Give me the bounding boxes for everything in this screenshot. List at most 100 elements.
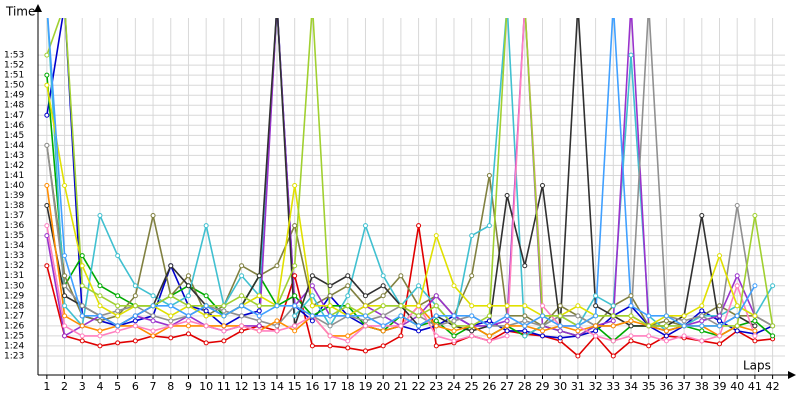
point <box>309 343 315 349</box>
point <box>97 328 103 334</box>
point <box>539 328 545 334</box>
point <box>239 313 245 319</box>
point <box>486 323 492 329</box>
point <box>168 293 174 299</box>
point <box>274 303 280 309</box>
point <box>327 343 333 349</box>
point <box>309 293 315 299</box>
x-tick-label: 4 <box>96 380 103 393</box>
point <box>593 313 599 319</box>
point <box>734 313 740 319</box>
point <box>610 313 616 319</box>
point <box>593 323 599 329</box>
y-tick-label: 1:40 <box>4 181 24 191</box>
point <box>132 318 138 324</box>
point <box>309 273 315 279</box>
point <box>239 263 245 269</box>
point <box>132 303 138 309</box>
point <box>699 303 705 309</box>
point <box>486 303 492 309</box>
point <box>62 253 68 259</box>
point <box>681 333 687 339</box>
point <box>292 182 298 188</box>
point <box>115 253 121 259</box>
x-axis-arrow <box>788 371 796 379</box>
x-tick-label: 22 <box>412 380 426 393</box>
y-tick-label: 1:43 <box>4 151 24 161</box>
point <box>150 313 156 319</box>
point <box>717 318 723 324</box>
point <box>380 273 386 279</box>
point <box>628 303 634 309</box>
point <box>416 303 422 309</box>
point <box>362 313 368 319</box>
point <box>203 308 209 314</box>
y-tick-label: 1:38 <box>4 201 24 211</box>
point <box>45 3 49 7</box>
point <box>717 303 723 309</box>
point <box>97 293 103 299</box>
point <box>469 323 475 329</box>
x-tick-label: 38 <box>695 380 709 393</box>
tick-labels: 1:231:241:251:261:271:281:291:301:311:32… <box>4 51 780 393</box>
point <box>115 293 121 299</box>
point <box>115 323 121 329</box>
point <box>575 333 581 339</box>
point <box>327 323 333 329</box>
point <box>469 313 475 319</box>
point <box>628 313 634 319</box>
x-tick-label: 13 <box>252 380 266 393</box>
point <box>44 72 50 78</box>
point <box>539 182 545 188</box>
point <box>699 313 705 319</box>
x-tick-label: 30 <box>553 380 567 393</box>
point <box>681 318 687 324</box>
point <box>62 333 68 339</box>
point <box>274 328 280 334</box>
point <box>44 112 50 118</box>
x-tick-label: 39 <box>713 380 727 393</box>
y-tick-label: 1:24 <box>4 341 24 351</box>
point <box>699 213 705 219</box>
point <box>717 341 723 347</box>
point <box>345 333 351 339</box>
x-tick-label: 24 <box>447 380 461 393</box>
point <box>115 308 121 314</box>
x-tick-label: 10 <box>199 380 213 393</box>
point <box>734 273 740 279</box>
point <box>44 82 50 88</box>
point <box>734 323 740 329</box>
point <box>221 308 227 314</box>
x-tick-label: 14 <box>270 380 284 393</box>
point <box>362 348 368 354</box>
point <box>256 273 262 279</box>
x-tick-label: 33 <box>606 380 620 393</box>
point <box>593 328 599 334</box>
y-tick-label: 1:51 <box>4 71 24 81</box>
point <box>557 328 563 334</box>
point <box>275 3 279 7</box>
point <box>523 3 527 7</box>
point <box>610 318 616 324</box>
point <box>576 3 580 7</box>
point <box>380 303 386 309</box>
y-tick-label: 1:46 <box>4 121 24 131</box>
point <box>256 318 262 324</box>
point <box>203 223 209 229</box>
point <box>62 273 68 279</box>
point <box>433 313 439 319</box>
point <box>557 323 563 329</box>
point <box>168 318 174 324</box>
point <box>486 338 492 344</box>
point <box>221 313 227 319</box>
point <box>97 213 103 219</box>
point <box>203 293 209 299</box>
point <box>185 313 191 319</box>
point <box>611 3 615 7</box>
point <box>486 223 492 229</box>
y-tick-label: 1:29 <box>4 291 24 301</box>
point <box>717 323 723 329</box>
x-tick-label: 1 <box>43 380 50 393</box>
point <box>185 318 191 324</box>
